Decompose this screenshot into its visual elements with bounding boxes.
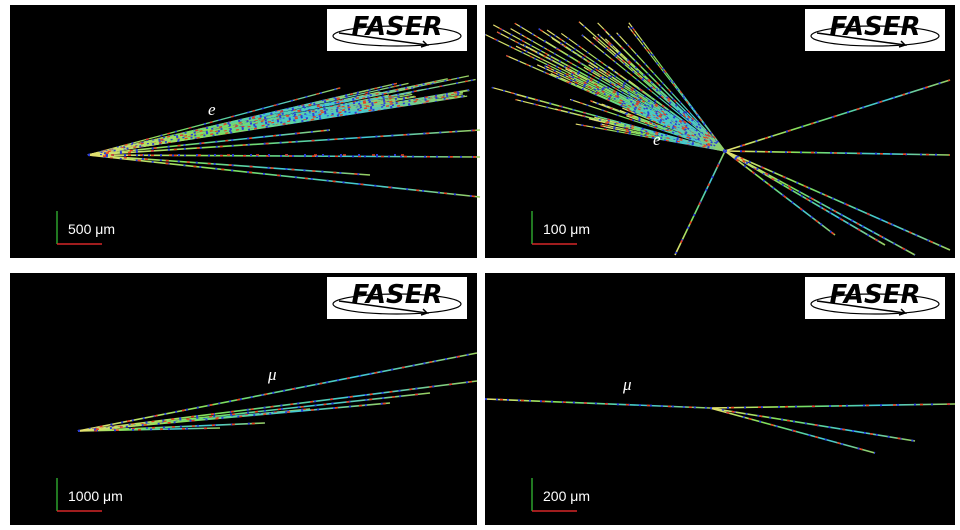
track-hits bbox=[627, 25, 726, 152]
logo-arrow bbox=[816, 300, 908, 316]
track bbox=[87, 98, 419, 156]
logo: FASER bbox=[327, 277, 467, 319]
track bbox=[484, 33, 726, 152]
logo-ellipse bbox=[332, 293, 462, 315]
track-hits bbox=[87, 91, 380, 156]
scale-label: 200 μm bbox=[543, 488, 590, 504]
logo-text: FASER bbox=[351, 280, 442, 310]
logo-ellipse bbox=[332, 25, 462, 47]
logo-box bbox=[805, 277, 945, 319]
track-hits bbox=[484, 398, 711, 409]
track bbox=[581, 34, 726, 152]
logo-arrow bbox=[338, 32, 430, 48]
track bbox=[87, 87, 341, 156]
track bbox=[492, 24, 726, 152]
track-hits bbox=[569, 98, 726, 152]
track-hits bbox=[592, 36, 726, 152]
particle-label: e bbox=[208, 100, 216, 119]
logo: FASER bbox=[327, 9, 467, 51]
logo-text: FASER bbox=[351, 12, 442, 42]
track-hits bbox=[709, 403, 956, 409]
track-hits bbox=[77, 380, 478, 432]
logo-box bbox=[327, 9, 467, 51]
panel: FASER μ 200 μm bbox=[484, 273, 956, 525]
track-hits bbox=[625, 115, 726, 152]
track bbox=[589, 62, 726, 152]
track bbox=[604, 38, 726, 152]
logo-ellipse bbox=[810, 293, 940, 315]
panel: FASER e 500 μm bbox=[10, 5, 481, 258]
track-hits bbox=[724, 150, 836, 236]
track bbox=[709, 407, 916, 442]
logo-box bbox=[327, 277, 467, 319]
track-hits bbox=[555, 108, 726, 152]
track bbox=[77, 427, 221, 432]
track-hits bbox=[496, 31, 726, 152]
track bbox=[514, 22, 726, 152]
track-hits bbox=[608, 66, 726, 152]
track-hits bbox=[87, 80, 437, 156]
track-hits bbox=[491, 86, 726, 152]
track-hits bbox=[724, 150, 886, 246]
track-hits bbox=[674, 150, 726, 256]
track-hits bbox=[87, 154, 371, 176]
track bbox=[724, 150, 951, 156]
track-hits bbox=[87, 97, 399, 156]
logo-ellipse bbox=[810, 25, 940, 47]
particle-label: μ bbox=[267, 365, 277, 384]
track bbox=[87, 78, 476, 156]
track-hits bbox=[709, 407, 876, 454]
track-hits bbox=[87, 86, 415, 156]
scale-label: 100 μm bbox=[543, 221, 590, 237]
logo-arrow bbox=[816, 32, 908, 48]
track-hits bbox=[594, 116, 726, 152]
scale-label: 500 μm bbox=[68, 221, 115, 237]
track-hits bbox=[724, 150, 951, 251]
track-hits bbox=[724, 150, 916, 256]
track-hits bbox=[87, 95, 461, 156]
track bbox=[87, 129, 331, 156]
logo: FASER bbox=[805, 9, 945, 51]
logo-arrow bbox=[338, 300, 430, 316]
track-hits bbox=[77, 422, 266, 432]
track-hits bbox=[600, 125, 726, 152]
track-hits bbox=[87, 154, 481, 198]
track-hits bbox=[87, 100, 396, 156]
particle-label: μ bbox=[622, 375, 632, 394]
track bbox=[724, 79, 951, 152]
track-hits bbox=[77, 392, 431, 432]
track bbox=[605, 31, 726, 152]
track-hits bbox=[87, 129, 481, 156]
logo-box bbox=[805, 9, 945, 51]
particle-label: e bbox=[653, 130, 661, 149]
panel: FASER e 100 μm bbox=[484, 5, 955, 258]
track bbox=[77, 402, 391, 432]
track-hits bbox=[616, 32, 726, 152]
scale-label: 1000 μm bbox=[68, 488, 123, 504]
logo: FASER bbox=[805, 277, 945, 319]
logo-text: FASER bbox=[829, 280, 920, 310]
track-hits bbox=[484, 398, 711, 409]
track-hits bbox=[597, 33, 726, 152]
track-hits bbox=[77, 352, 478, 432]
logo-text: FASER bbox=[829, 12, 920, 42]
track-hits bbox=[607, 66, 726, 152]
track-hits bbox=[505, 54, 726, 152]
track-hits bbox=[87, 154, 371, 176]
track-hits bbox=[87, 100, 396, 156]
panel: FASER μ 1000 μm bbox=[10, 273, 478, 525]
